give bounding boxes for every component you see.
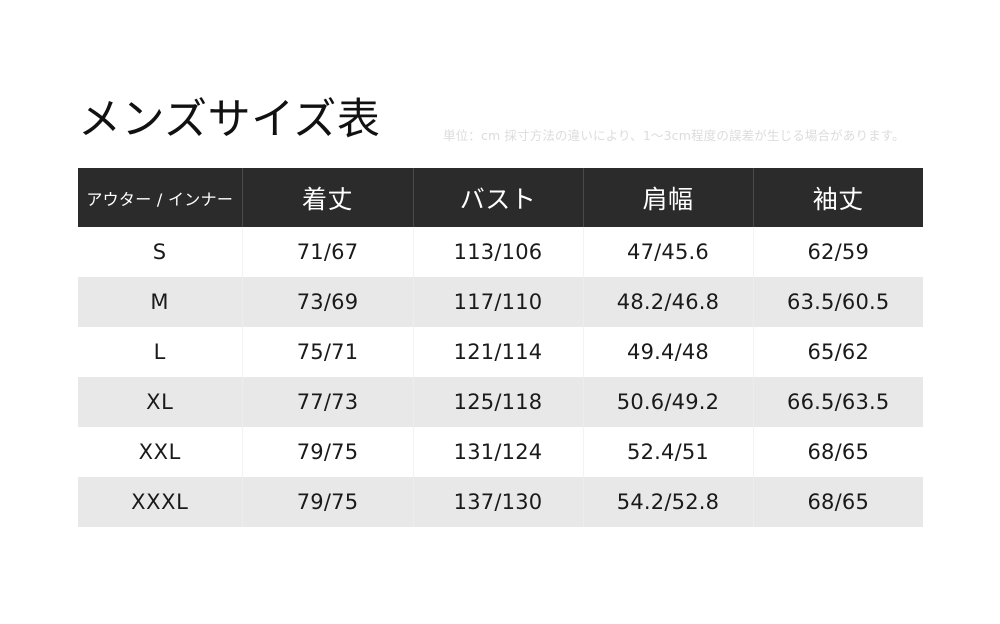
cell-shoulder: 50.6/49.2 xyxy=(583,377,754,427)
cell-size: L xyxy=(78,327,243,377)
size-table: アウター / インナー 着丈 バスト 肩幅 袖丈 S 71/67 113/106… xyxy=(78,168,923,527)
table-row: M 73/69 117/110 48.2/46.8 63.5/60.5 xyxy=(78,277,923,327)
table-row: XXL 79/75 131/124 52.4/51 68/65 xyxy=(78,427,923,477)
column-header-sleeve: 袖丈 xyxy=(812,184,864,214)
column-header-shoulder: 肩幅 xyxy=(583,168,754,227)
cell-bust: 121/114 xyxy=(413,327,584,377)
cell-bust: 137/130 xyxy=(413,477,584,527)
table-row: L 75/71 121/114 49.4/48 65/62 xyxy=(78,327,923,377)
cell-sleeve: 68/65 xyxy=(807,490,870,514)
cell-shoulder: 54.2/52.8 xyxy=(583,477,754,527)
cell-bust: 131/124 xyxy=(413,427,584,477)
table-header: アウター / インナー 着丈 バスト 肩幅 袖丈 xyxy=(78,168,923,227)
measurement-note: 単位：cm 採寸方法の違いにより、1〜3cm程度の誤差が生じる場合があります。 xyxy=(443,128,905,143)
page-title: メンズサイズ表 xyxy=(78,95,381,145)
cell-shoulder: 52.4/51 xyxy=(583,427,754,477)
cell-size: XL xyxy=(78,377,243,427)
cell-size: S xyxy=(78,227,243,277)
cell-length: 71/67 xyxy=(242,227,414,277)
cell-size: XXL xyxy=(78,427,243,477)
table-row: S 71/67 113/106 47/45.6 62/59 xyxy=(78,227,923,277)
cell-shoulder: 49.4/48 xyxy=(583,327,754,377)
cell-sleeve: 68/65 xyxy=(807,440,870,464)
column-header-size: アウター / インナー xyxy=(78,168,243,227)
cell-size: M xyxy=(78,277,243,327)
cell-length: 79/75 xyxy=(242,477,414,527)
column-header-bust: バスト xyxy=(413,168,584,227)
cell-length: 79/75 xyxy=(242,427,414,477)
heading-block: メンズサイズ表 単位：cm 採寸方法の違いにより、1〜3cm程度の誤差が生じる場… xyxy=(78,95,924,152)
cell-sleeve: 63.5/60.5 xyxy=(787,290,890,314)
cell-bust: 125/118 xyxy=(413,377,584,427)
cell-shoulder: 47/45.6 xyxy=(583,227,754,277)
size-table-container: アウター / インナー 着丈 バスト 肩幅 袖丈 S 71/67 113/106… xyxy=(78,168,923,527)
table-header-row: アウター / インナー 着丈 バスト 肩幅 袖丈 xyxy=(78,168,923,227)
table-row: XL 77/73 125/118 50.6/49.2 66.5/63.5 xyxy=(78,377,923,427)
cell-bust: 113/106 xyxy=(413,227,584,277)
cell-bust: 117/110 xyxy=(413,277,584,327)
table-row: XXXL 79/75 137/130 54.2/52.8 68/65 xyxy=(78,477,923,527)
cell-sleeve: 62/59 xyxy=(807,240,870,264)
cell-sleeve: 66.5/63.5 xyxy=(787,390,890,414)
cell-length: 73/69 xyxy=(242,277,414,327)
table-body: S 71/67 113/106 47/45.6 62/59 M 73/69 11… xyxy=(78,227,923,527)
cell-shoulder: 48.2/46.8 xyxy=(583,277,754,327)
cell-length: 75/71 xyxy=(242,327,414,377)
cell-sleeve: 65/62 xyxy=(807,340,870,364)
cell-size: XXXL xyxy=(78,477,243,527)
column-header-length: 着丈 xyxy=(242,168,414,227)
cell-length: 77/73 xyxy=(242,377,414,427)
